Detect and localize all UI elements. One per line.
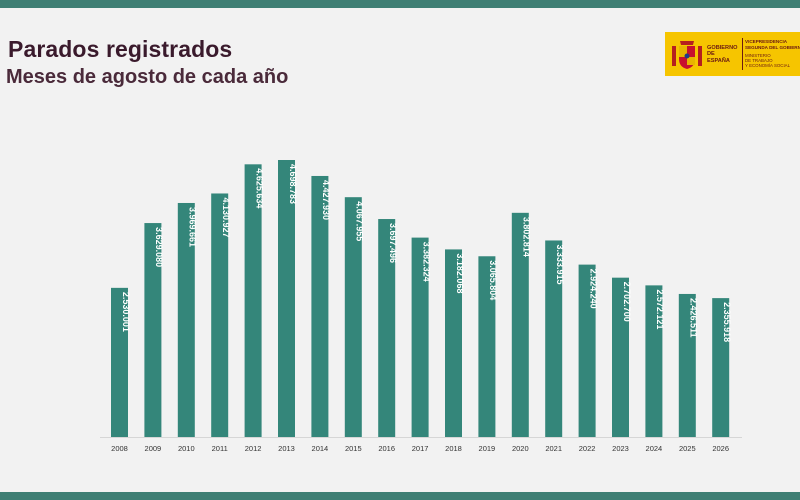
x-tick-label: 2015 xyxy=(345,444,362,453)
x-tick-label: 2018 xyxy=(445,444,462,453)
logo-vice-text: VICEPRESIDENCIA SEGUNDA DEL GOBIERNO xyxy=(745,39,800,50)
logo-separator xyxy=(742,38,743,70)
bar-value-label: 3.629.080 xyxy=(154,227,164,267)
bottom-band xyxy=(0,492,800,500)
x-tick-label: 2019 xyxy=(479,444,496,453)
bar-value-label: 4.427.930 xyxy=(321,180,331,220)
bar-2025 xyxy=(678,293,696,437)
bar-value-label: 3.065.804 xyxy=(488,260,498,300)
x-tick-label: 2017 xyxy=(412,444,429,453)
bar-2019 xyxy=(478,256,496,437)
bar-2016 xyxy=(378,219,396,437)
bar-2015 xyxy=(344,197,362,437)
x-tick-label: 2020 xyxy=(512,444,529,453)
bar-2009 xyxy=(144,223,162,437)
bar-2012 xyxy=(244,164,262,437)
bar-value-label: 3.802.814 xyxy=(522,217,532,257)
bar-2026 xyxy=(712,298,730,437)
bar-value-label: 4.625.634 xyxy=(254,168,264,208)
bar-value-label: 3.382.324 xyxy=(421,242,431,282)
slide-panel xyxy=(0,8,800,492)
coat-of-arms-icon xyxy=(672,41,702,69)
bar-value-label: 3.697.496 xyxy=(388,223,398,263)
bar-2018 xyxy=(445,249,462,437)
x-tick-label: 2014 xyxy=(312,444,329,453)
x-tick-label: 2010 xyxy=(178,444,195,453)
bar-2013 xyxy=(278,160,295,437)
logo-ministry-text: MINISTERIO DE TRABAJO Y ECONOMÍA SOCIAL xyxy=(745,53,791,69)
bar-2020 xyxy=(511,212,529,437)
x-tick-label: 2016 xyxy=(378,444,395,453)
bar-2024 xyxy=(645,285,663,437)
bar-value-label: 2.530.001 xyxy=(121,292,131,332)
bar-value-label: 2.702.700 xyxy=(622,282,632,322)
bar-value-label: 2.924.240 xyxy=(588,269,598,309)
bar-value-label: 2.426.511 xyxy=(689,298,699,338)
x-tick-label: 2021 xyxy=(545,444,562,453)
bar-2011 xyxy=(211,193,229,437)
bar-2008 xyxy=(111,287,128,437)
government-logo: GOBIERNO DE ESPAÑA VICEPRESIDENCIA SEGUN… xyxy=(665,32,800,76)
x-tick-label: 2013 xyxy=(278,444,295,453)
bar-value-label: 4.130.927 xyxy=(221,197,231,237)
x-tick-label: 2012 xyxy=(245,444,262,453)
bar-value-label: 3.969.661 xyxy=(188,207,198,247)
x-tick-label: 2023 xyxy=(612,444,629,453)
chart-subtitle: Meses de agosto de cada año xyxy=(6,66,289,88)
x-tick-label: 2025 xyxy=(679,444,696,453)
bar-value-label: 3.333.915 xyxy=(555,244,565,284)
logo-gov-text: GOBIERNO DE ESPAÑA xyxy=(707,45,738,64)
bar-value-label: 2.572.121 xyxy=(655,289,665,329)
bar-2010 xyxy=(177,202,195,437)
x-tick-label: 2026 xyxy=(712,444,729,453)
x-tick-label: 2011 xyxy=(212,444,228,453)
bar-value-label: 4.698.783 xyxy=(288,164,298,204)
top-band xyxy=(0,0,800,8)
chart-title: Parados registrados xyxy=(8,36,233,62)
x-tick-label: 2009 xyxy=(145,444,162,453)
x-tick-label: 2008 xyxy=(111,444,128,453)
bar-value-label: 3.182.068 xyxy=(455,253,465,293)
bar-2014 xyxy=(311,175,329,438)
bar-2022 xyxy=(578,264,596,437)
bar-value-label: 4.067.955 xyxy=(355,201,365,241)
bar-2017 xyxy=(411,237,429,437)
x-tick-label: 2024 xyxy=(646,444,663,453)
bar-2021 xyxy=(545,240,563,437)
bar-value-label: 2.355.918 xyxy=(722,302,732,342)
x-tick-label: 2022 xyxy=(579,444,596,453)
bar-2023 xyxy=(612,277,629,437)
